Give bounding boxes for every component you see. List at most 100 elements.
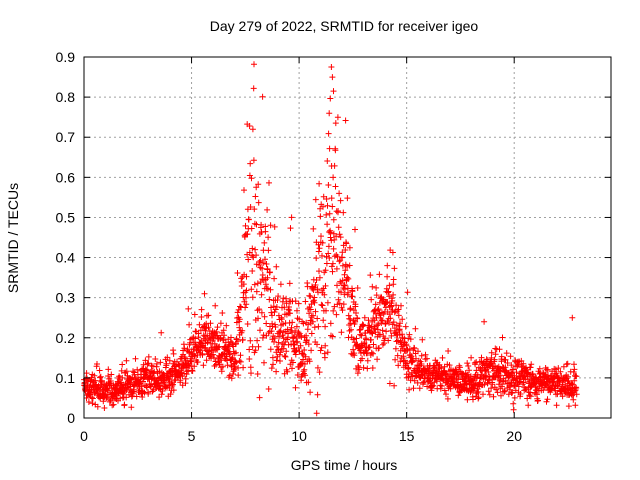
data-point	[191, 352, 198, 359]
data-point	[475, 394, 482, 401]
data-point	[325, 243, 332, 250]
data-point	[267, 286, 274, 293]
data-point	[570, 369, 577, 375]
data-point	[287, 225, 294, 232]
data-point	[475, 388, 482, 395]
data-point	[515, 361, 522, 368]
data-point	[237, 358, 244, 365]
data-point	[303, 337, 310, 343]
data-point	[170, 350, 177, 357]
data-point	[380, 296, 387, 303]
data-point	[289, 319, 296, 326]
data-point	[314, 391, 321, 398]
data-point	[535, 397, 541, 404]
data-point	[279, 332, 286, 339]
data-point	[326, 110, 333, 117]
data-point	[429, 383, 436, 390]
data-point	[313, 255, 320, 262]
data-point	[323, 196, 330, 202]
data-point	[312, 308, 319, 315]
data-point	[222, 339, 229, 346]
data-point	[490, 393, 497, 400]
data-point	[372, 301, 379, 308]
data-point	[142, 366, 149, 373]
data-point	[231, 366, 237, 373]
data-point	[367, 272, 374, 279]
data-point	[339, 307, 346, 314]
data-point	[94, 403, 101, 410]
data-point	[203, 357, 210, 364]
data-point	[350, 346, 357, 353]
data-point	[267, 222, 274, 229]
data-point	[266, 179, 272, 186]
data-point	[324, 158, 331, 164]
data-point	[269, 354, 276, 361]
data-point	[379, 318, 386, 324]
data-point	[110, 401, 117, 408]
data-point	[127, 383, 134, 390]
data-point	[511, 394, 518, 401]
data-point	[318, 233, 324, 240]
data-point	[311, 294, 318, 301]
data-point	[258, 221, 265, 228]
data-point	[287, 310, 293, 317]
data-point	[313, 277, 320, 283]
x-tick-label: 0	[80, 428, 88, 444]
data-point	[385, 288, 392, 295]
data-point	[196, 321, 203, 328]
data-point	[325, 182, 332, 188]
data-point	[429, 375, 436, 382]
data-point	[249, 245, 256, 252]
data-point	[219, 310, 226, 316]
x-axis-label: GPS time / hours	[291, 457, 398, 473]
data-point	[571, 366, 578, 373]
data-point	[525, 402, 532, 409]
data-point	[336, 190, 343, 197]
data-point	[396, 326, 403, 333]
data-point	[404, 289, 411, 296]
data-point	[471, 385, 478, 391]
data-point	[249, 268, 256, 274]
data-point	[337, 234, 344, 241]
data-point	[182, 375, 189, 382]
data-point	[202, 344, 209, 351]
data-point	[327, 95, 334, 102]
data-point	[97, 373, 104, 380]
data-point	[335, 224, 342, 231]
data-point	[253, 288, 260, 295]
data-point	[335, 296, 342, 303]
data-point	[172, 363, 179, 370]
data-point	[302, 372, 309, 379]
data-point	[266, 296, 273, 303]
data-point	[305, 341, 312, 348]
data-point	[223, 322, 230, 329]
data-point	[392, 356, 399, 363]
data-point	[91, 390, 98, 397]
data-point	[319, 252, 325, 259]
data-point	[573, 391, 580, 398]
data-point	[199, 351, 206, 358]
data-point	[123, 357, 130, 364]
data-point	[140, 361, 147, 368]
data-point	[256, 306, 263, 313]
data-point	[386, 282, 393, 289]
data-point	[246, 356, 253, 362]
data-point	[333, 311, 340, 318]
data-point	[374, 356, 381, 363]
data-point	[235, 372, 242, 379]
data-point	[498, 392, 504, 399]
data-point	[501, 388, 508, 395]
data-point	[277, 327, 284, 334]
data-point	[526, 392, 533, 399]
data-point	[268, 309, 275, 316]
data-point	[503, 350, 510, 357]
data-point	[354, 315, 361, 322]
data-point	[565, 377, 572, 384]
data-point	[464, 360, 471, 367]
data-point	[345, 275, 352, 282]
data-point	[544, 366, 551, 373]
data-point	[352, 226, 358, 233]
data-point	[243, 301, 250, 308]
x-tick-label: 15	[399, 428, 415, 444]
data-point	[326, 145, 333, 152]
